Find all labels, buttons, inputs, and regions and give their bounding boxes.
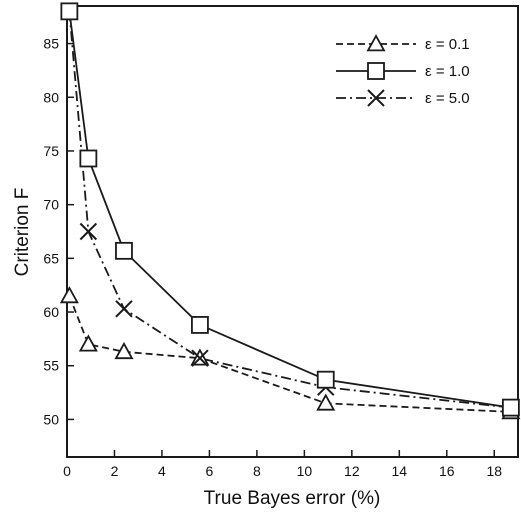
x-tick-label: 2 — [111, 463, 119, 479]
data-point-x — [116, 301, 132, 317]
x-tick-label: 16 — [439, 463, 455, 479]
data-point-square — [503, 400, 519, 416]
x-axis-label: True Bayes error (%) — [204, 488, 381, 509]
x-tick-label: 14 — [392, 463, 408, 479]
legend-item: ε = 0.1 — [336, 36, 470, 53]
data-point-square — [116, 243, 132, 259]
y-tick-label: 50 — [43, 411, 59, 427]
legend: ε = 0.1 ε = 1.0 ε = 5.0 — [336, 36, 470, 107]
y-tick-label: 70 — [43, 197, 59, 213]
x-axis: 0 2 4 6 8 10 12 14 16 18 — [63, 450, 502, 479]
x-tick-label: 10 — [297, 463, 313, 479]
y-tick-label: 65 — [43, 250, 59, 266]
series-line-0 — [69, 296, 511, 412]
x-tick-label: 6 — [206, 463, 214, 479]
legend-marker-square — [368, 63, 384, 79]
data-point-square — [80, 150, 96, 166]
data-point-triangle — [61, 288, 77, 302]
data-point-square — [318, 372, 334, 388]
y-tick-label: 85 — [43, 36, 59, 52]
data-point-square — [61, 3, 77, 19]
y-axis: 50 55 60 65 70 75 80 85 — [43, 36, 74, 428]
x-tick-label: 0 — [63, 463, 71, 479]
legend-label: ε = 0.1 — [425, 36, 470, 53]
y-tick-label: 60 — [43, 304, 59, 320]
data-point-triangle — [80, 336, 96, 350]
legend-label: ε = 5.0 — [425, 90, 470, 107]
data-point-square — [192, 317, 208, 333]
x-tick-label: 18 — [486, 463, 502, 479]
y-axis-label: Criterion F — [12, 188, 33, 277]
legend-label: ε = 1.0 — [425, 63, 470, 80]
data-point-triangle — [318, 395, 334, 409]
x-tick-label: 12 — [344, 463, 360, 479]
legend-item: ε = 5.0 — [336, 90, 470, 107]
y-tick-label: 80 — [43, 89, 59, 105]
y-tick-label: 75 — [43, 143, 59, 159]
x-tick-label: 8 — [253, 463, 261, 479]
x-tick-label: 4 — [158, 463, 166, 479]
legend-item: ε = 1.0 — [336, 63, 470, 80]
y-tick-label: 55 — [43, 358, 59, 374]
